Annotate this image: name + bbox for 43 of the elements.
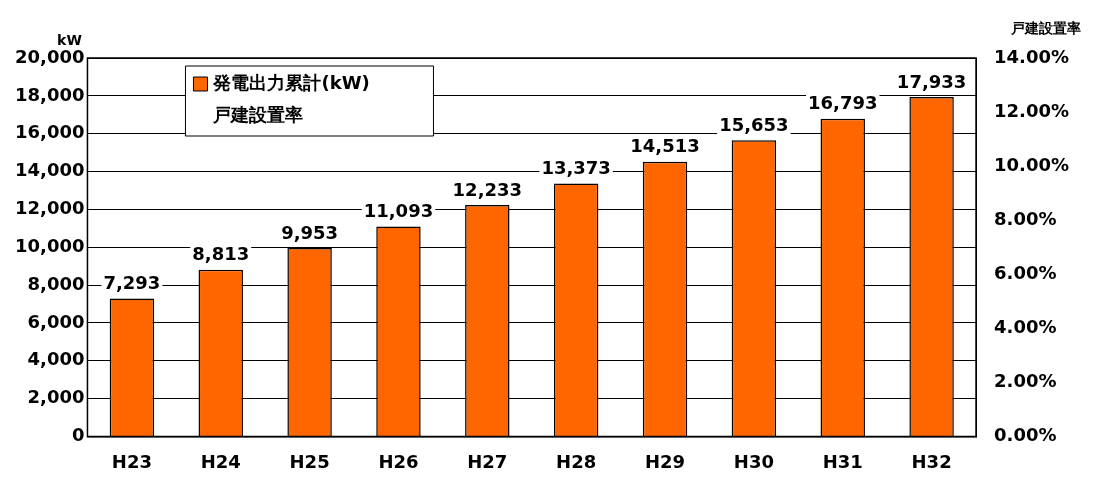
x-tick-label: H26 [378,450,419,472]
x-tick-label: H29 [644,450,686,472]
y-tick-label: 6,000 [27,310,85,332]
y2-tick-label: 0.00% [994,424,1057,446]
y2-tick-label: 4.00% [994,315,1057,337]
y2-tick-label: 10.00% [994,153,1070,175]
y2-tick-label: 12.00% [994,99,1070,121]
data-label: 11,093 [363,200,434,222]
y-tick-label: 2,000 [27,386,85,408]
x-tick-label: H23 [111,450,152,472]
y2-tick-label: 2.00% [994,370,1057,392]
data-label: 17,933 [896,70,967,92]
legend-label: 発電出力累計(kW) [212,71,370,93]
x-tick-label: H24 [200,450,241,472]
data-label: 8,813 [192,243,250,265]
y2-axis-title: 戸建設置率 [1010,19,1081,36]
x-tick-label: H32 [911,450,952,472]
x-tick-label: H27 [467,450,508,472]
y-tick-label: 4,000 [27,348,85,370]
y-tick-label: 10,000 [14,234,85,256]
data-label: 13,373 [541,157,611,179]
data-label: 7,293 [103,272,161,294]
y-tick-label: 8,000 [27,272,85,294]
y-tick-label: 0 [71,424,85,446]
text: 戸建設置率 [212,103,304,125]
data-label: 12,233 [452,178,523,200]
x-tick-label: H31 [822,450,863,472]
y2-tick-label: 8.00% [994,207,1057,229]
data-label: 9,953 [281,221,339,243]
y-tick-label: 16,000 [14,121,85,143]
data-label: 14,513 [630,135,700,157]
x-tick-label: H30 [733,450,774,472]
y-tick-label: 12,000 [14,197,85,219]
x-tick-label: H28 [556,450,597,472]
y2-tick-label: 6.00% [994,261,1057,283]
x-tick-label: H25 [289,450,330,472]
y-tick-label: 20,000 [14,45,85,67]
y-tick-label: 14,000 [14,159,85,181]
y2-tick-label: 14.00% [994,45,1070,67]
data-label: 15,653 [719,113,789,135]
y-axis-title: kW [57,31,82,48]
y-tick-label: 18,000 [14,83,85,105]
data-label: 16,793 [808,92,878,114]
